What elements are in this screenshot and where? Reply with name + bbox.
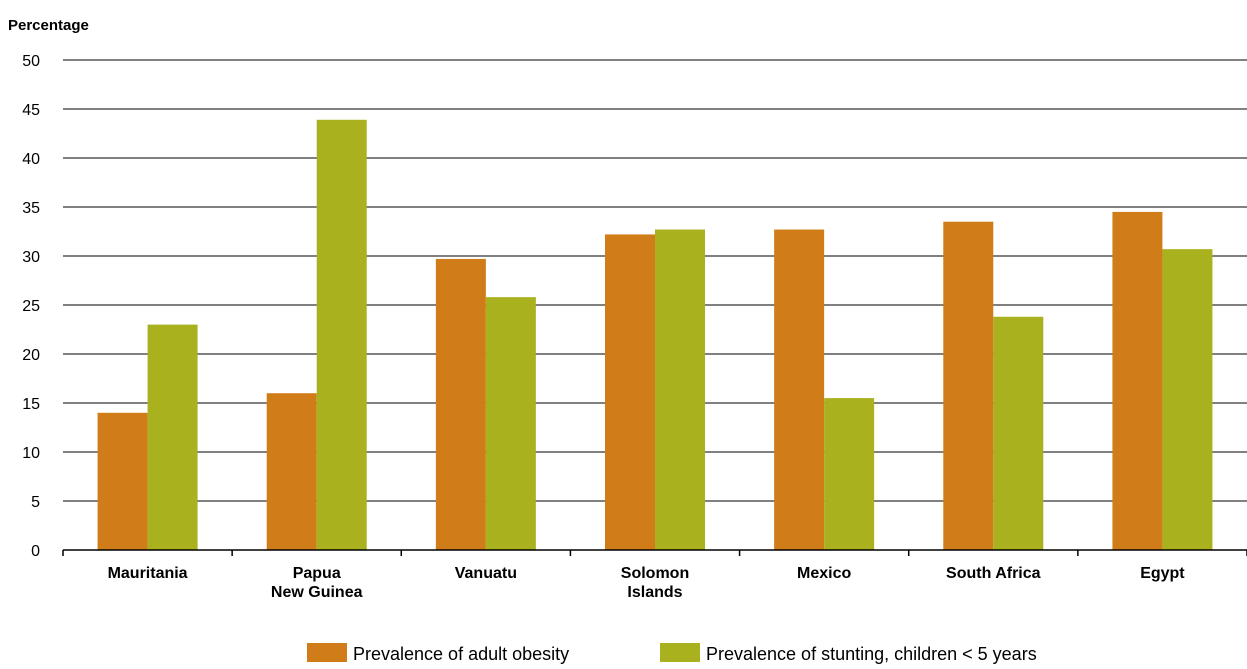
y-tick-label: 0 [31,543,40,560]
y-tick-label: 45 [22,102,40,119]
y-tick-label: 25 [22,298,40,315]
bar-child-stunting [824,398,875,550]
bar-adult-obesity [943,221,994,550]
legend-swatch [660,643,700,662]
bar-child-stunting [993,316,1044,550]
y-tick-label: 30 [22,249,40,266]
legend-label: Prevalence of adult obesity [353,644,569,664]
x-category-label: Vanuatu [455,565,517,582]
bar-child-stunting [147,324,198,550]
bar-adult-obesity [1112,211,1163,550]
legend-swatch [307,643,347,662]
legend: Prevalence of adult obesity Prevalence of… [307,643,1037,664]
bar-adult-obesity [605,234,655,550]
x-category-label: Mauritania [108,565,188,582]
bars [97,119,1213,551]
y-tick-labels: 0 5 10 15 20 25 30 35 40 45 50 [22,53,40,560]
y-axis-label: Percentage [8,17,89,34]
x-category-labels: Mauritania Papua New Guinea Vanuatu Solomon I… [108,565,1186,601]
y-tick-label: 50 [22,53,40,70]
y-tick-label: 15 [22,396,40,413]
x-category-label: Papua New Guinea [271,565,363,601]
x-category-label: Mexico [797,565,851,582]
x-category-label: South Africa [946,565,1041,582]
x-axis [62,549,1247,556]
bar-adult-obesity [97,412,148,550]
y-tick-label: 20 [22,347,40,364]
bar-child-stunting [485,297,536,550]
bar-adult-obesity [266,393,317,550]
bar-child-stunting [1162,249,1213,550]
bar-child-stunting [316,119,367,550]
y-tick-label: 10 [22,445,40,462]
y-tick-label: 35 [22,200,40,217]
y-tick-label: 5 [31,494,40,511]
x-category-label: Egypt [1140,565,1185,582]
bar-child-stunting [655,229,705,551]
bar-adult-obesity [774,229,825,551]
bar-adult-obesity [435,258,486,550]
y-tick-label: 40 [22,151,40,168]
legend-label: Prevalence of stunting, children < 5 yea… [706,644,1037,664]
x-category-label: Solomon Islands [621,565,689,601]
